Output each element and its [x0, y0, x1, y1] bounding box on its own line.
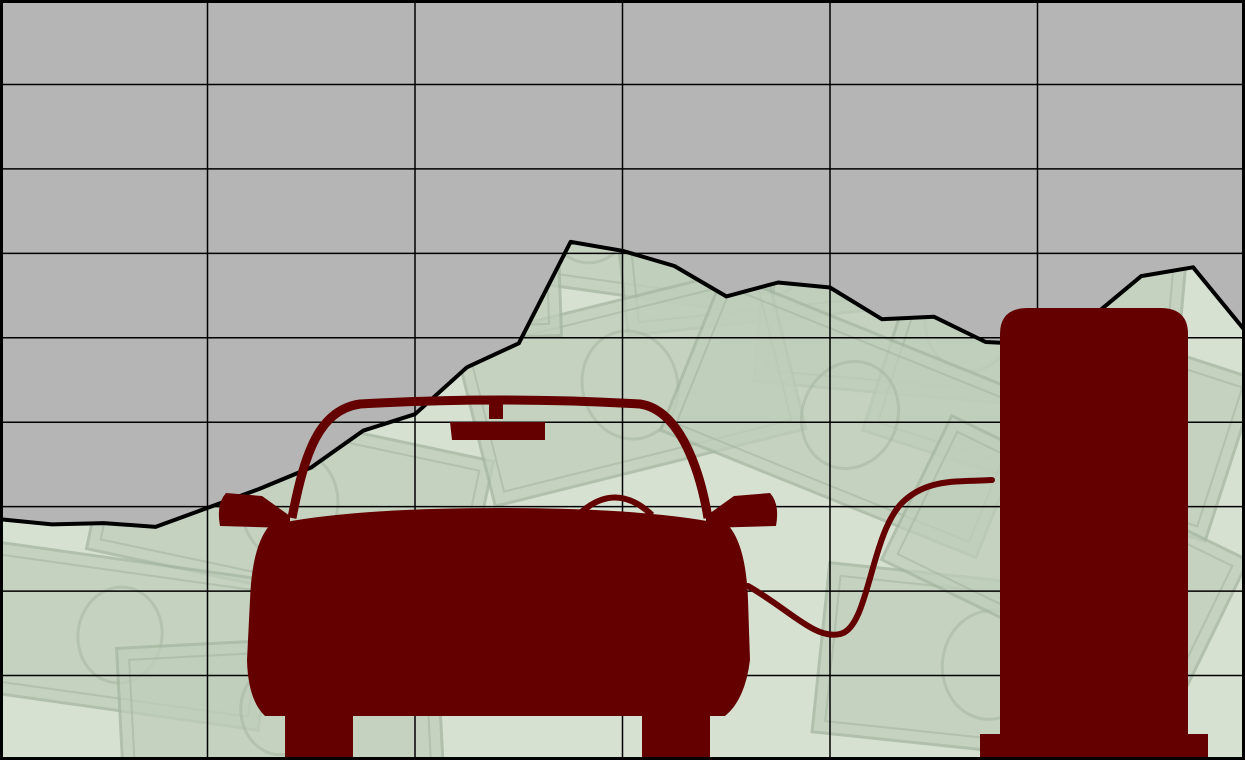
charging-cable-icon: [745, 477, 995, 638]
car-silhouette-icon: [218, 395, 778, 760]
charging-station-icon: [980, 308, 1208, 760]
area-above-line: [0, 0, 1245, 527]
